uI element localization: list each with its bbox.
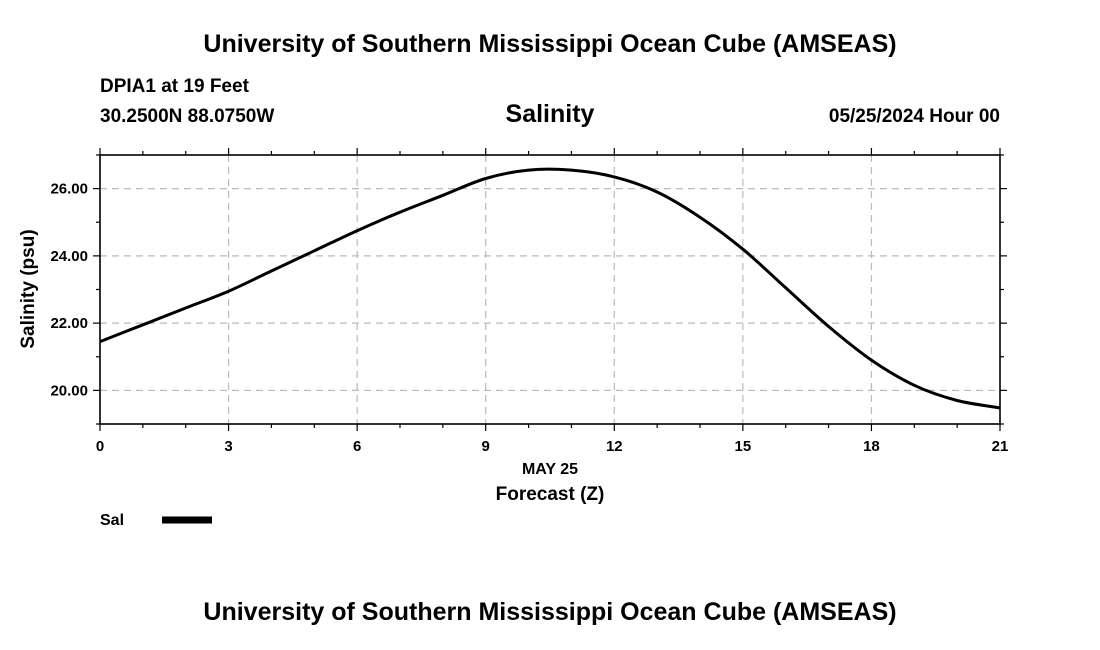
y-tick-label: 24.00: [50, 248, 88, 265]
x-tick-label: 3: [224, 438, 232, 455]
datetime-label: 05/25/2024 Hour 00: [828, 106, 1000, 127]
x-tick-label: 6: [353, 438, 361, 455]
y-axis-label: Salinity (psu): [18, 229, 39, 348]
y-tick-label: 26.00: [50, 181, 88, 198]
x-tick-label: 21: [992, 438, 1009, 455]
series-line-sal: [99, 167, 1001, 410]
coordinates-label: 30.2500N 88.0750W: [100, 106, 275, 127]
x-tick-label: 9: [482, 438, 490, 455]
y-tick-label: 20.00: [50, 382, 88, 399]
legend-label: Sal: [100, 512, 124, 529]
x-axis-label: Forecast (Z): [496, 484, 605, 505]
x-tick-label: 12: [606, 438, 623, 455]
y-tick-label: 22.00: [50, 315, 88, 332]
variable-title: Salinity: [505, 100, 595, 128]
x-tick-label: 15: [735, 438, 752, 455]
chart-title-top: University of Southern Mississippi Ocean…: [203, 30, 897, 58]
x-tick-label: 0: [96, 438, 104, 455]
x-date-label: MAY 25: [522, 461, 578, 478]
chart-title-bottom: University of Southern Mississippi Ocean…: [203, 598, 897, 626]
station-label: DPIA1 at 19 Feet: [100, 76, 249, 97]
x-tick-label: 18: [863, 438, 880, 455]
